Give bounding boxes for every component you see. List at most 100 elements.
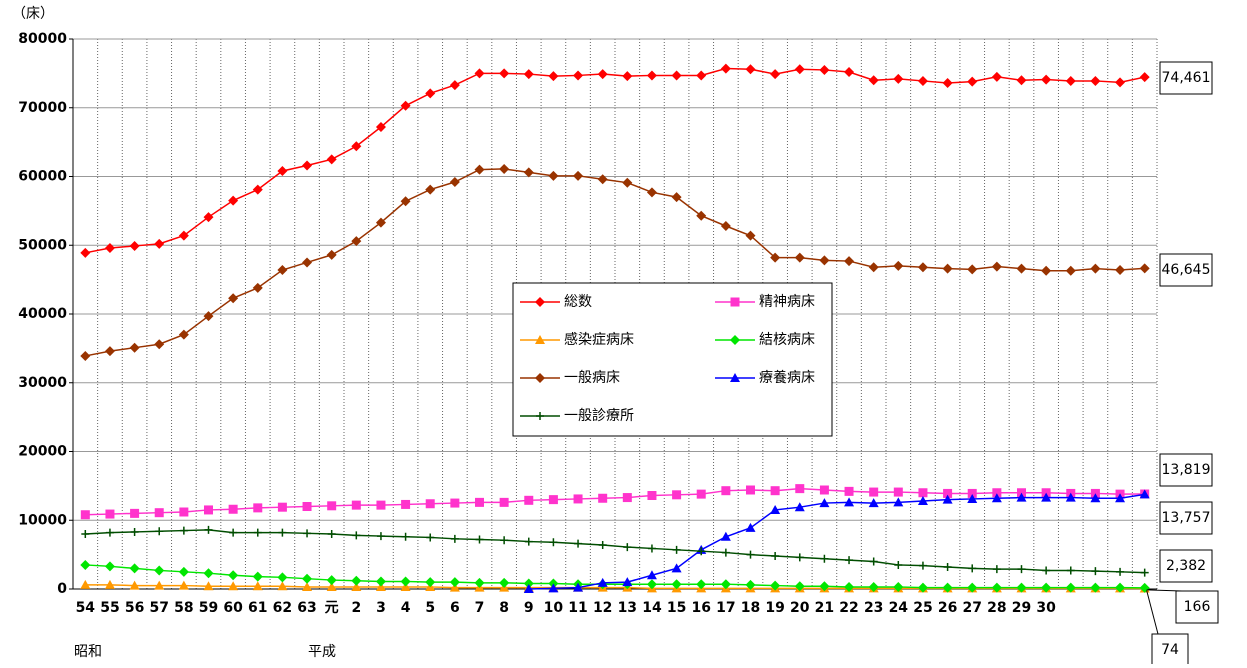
point — [535, 335, 545, 344]
point — [573, 494, 583, 504]
point — [647, 491, 657, 500]
point — [375, 217, 386, 228]
point — [646, 187, 657, 198]
point — [104, 561, 115, 572]
point — [819, 581, 830, 592]
x-tick-label: 4 — [401, 600, 411, 616]
legend-label: 精神病床 — [759, 294, 815, 310]
point — [770, 252, 781, 263]
point — [499, 577, 510, 588]
point — [1016, 492, 1027, 502]
point — [1041, 492, 1052, 502]
x-tick-label: 14 — [642, 600, 662, 616]
point — [819, 498, 830, 508]
point — [535, 297, 545, 307]
point — [400, 576, 411, 587]
x-tick-label: 3 — [376, 600, 386, 616]
point — [671, 579, 682, 590]
value-label: 13,757 — [1162, 510, 1211, 526]
point — [178, 329, 189, 340]
point — [672, 545, 681, 554]
point — [303, 529, 312, 538]
x-tick-label: 28 — [987, 600, 1006, 616]
legend-label: 一般診療所 — [564, 407, 634, 424]
point — [129, 240, 140, 251]
point — [277, 572, 288, 583]
point — [794, 581, 805, 592]
point — [228, 570, 239, 581]
value-label: 2,382 — [1166, 558, 1206, 574]
point — [1016, 263, 1027, 274]
value-box — [1159, 501, 1213, 535]
point — [1139, 489, 1150, 499]
point — [154, 238, 165, 249]
point — [573, 170, 584, 181]
point — [1016, 582, 1027, 593]
x-tick-label: 54 — [76, 600, 96, 616]
point — [376, 532, 385, 541]
point — [178, 566, 189, 577]
point — [730, 335, 740, 345]
point — [745, 579, 756, 590]
legend-label: 総数 — [564, 294, 592, 310]
point — [745, 64, 756, 75]
point — [401, 532, 410, 541]
point — [401, 499, 411, 509]
legend-label: 結核病床 — [759, 332, 815, 348]
point — [646, 579, 657, 590]
point — [696, 489, 706, 499]
value-box — [1159, 453, 1213, 487]
point — [730, 297, 740, 307]
point — [302, 581, 313, 591]
x-tick-label: 元 — [325, 600, 339, 616]
point — [523, 167, 534, 178]
series-line — [528, 493, 1145, 590]
point — [351, 236, 362, 247]
x-tick-label: 26 — [938, 600, 957, 616]
point — [228, 504, 238, 514]
point — [720, 531, 731, 541]
point — [327, 501, 337, 511]
point — [893, 73, 904, 84]
value-label: 74 — [1161, 642, 1179, 658]
point — [1016, 75, 1027, 86]
point — [893, 581, 904, 592]
point — [844, 581, 855, 592]
point — [524, 495, 534, 505]
point — [549, 538, 558, 547]
value-label: 13,819 — [1162, 462, 1211, 478]
legend-label: 感染症病床 — [564, 331, 634, 348]
value-box — [1159, 61, 1213, 95]
point — [868, 498, 879, 508]
point — [376, 500, 386, 510]
point — [745, 522, 756, 532]
point — [1091, 567, 1100, 576]
point — [943, 488, 953, 498]
x-tick-label: 7 — [475, 600, 485, 616]
point — [229, 528, 238, 537]
point — [400, 196, 411, 207]
point — [104, 243, 115, 253]
x-tick-label: 9 — [524, 600, 534, 616]
x-tick-label: 30 — [1036, 600, 1056, 616]
point — [203, 568, 214, 579]
x-tick-label: 61 — [248, 600, 267, 616]
point — [967, 582, 978, 593]
point — [1115, 265, 1126, 275]
point — [967, 493, 978, 503]
point — [129, 563, 140, 574]
y-tick-label: 70000 — [18, 100, 67, 116]
x-tick-label: 62 — [273, 600, 292, 616]
point — [746, 550, 755, 559]
point — [623, 543, 632, 552]
point — [548, 71, 559, 82]
point — [720, 63, 731, 74]
point — [425, 499, 435, 509]
point — [1139, 72, 1150, 83]
point — [81, 530, 90, 538]
y-tick-label: 0 — [57, 581, 67, 597]
point — [104, 346, 115, 357]
point — [844, 256, 855, 267]
x-tick-label: 18 — [741, 600, 760, 616]
point — [647, 544, 656, 553]
